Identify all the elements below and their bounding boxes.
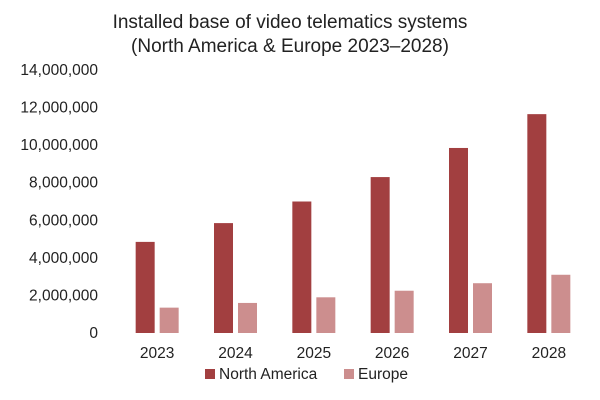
y-tick-label: 2,000,000 [29,287,98,304]
legend-swatch-north-america [205,369,215,379]
legend-swatch-europe [344,369,354,379]
bar-north-america-2028 [527,114,547,334]
legend: North America Europe [205,366,408,383]
legend-label: Europe [358,366,408,383]
x-tick-label: 2024 [218,345,253,362]
y-tick-label: 14,000,000 [20,62,98,79]
x-tick-label: 2023 [140,345,174,362]
bar-north-america-2027 [449,147,468,333]
x-tick-label: 2026 [375,345,409,362]
y-axis: 0 2,000,000 4,000,000 6,000,000 8,000,000 10,… [20,62,98,342]
bar-europe-2026 [394,290,414,333]
x-tick-label: 2027 [453,345,487,362]
bars [135,114,571,334]
bar-europe-2028 [551,274,571,333]
y-tick-label: 12,000,000 [20,100,98,117]
chart-title: Installed base of video telematics syste… [113,12,468,33]
bar-europe-2025 [316,297,336,333]
chart-subtitle: (North America & Europe 2023–2028) [131,36,449,57]
bar-north-america-2023 [135,241,155,333]
x-axis: 2023 2024 2025 2026 2027 2028 [140,345,566,362]
y-tick-label: 8,000,000 [29,175,98,192]
x-tick-label: 2025 [297,345,331,362]
bar-europe-2024 [238,302,257,333]
bar-north-america-2025 [292,201,312,333]
bar-north-america-2026 [370,177,390,333]
y-tick-label: 4,000,000 [29,250,98,267]
bar-north-america-2024 [214,223,233,333]
bar-europe-2027 [473,283,492,333]
y-tick-label: 0 [89,325,98,342]
bar-europe-2023 [159,307,179,333]
y-tick-label: 10,000,000 [20,137,98,154]
legend-label: North America [219,366,318,383]
y-tick-label: 6,000,000 [29,212,98,229]
x-tick-label: 2028 [532,345,566,362]
